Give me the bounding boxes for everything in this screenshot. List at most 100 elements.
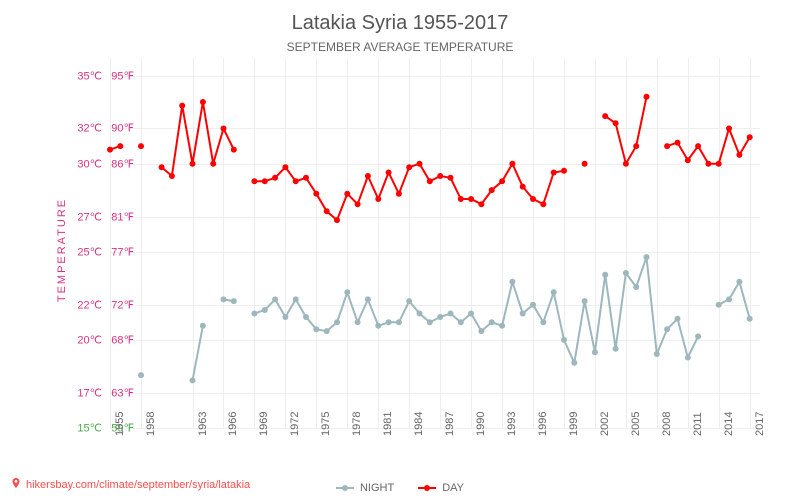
y-tick-celsius: 32℃ [77,122,102,135]
night-marker [406,298,412,304]
x-tick: 1955 [114,412,126,436]
day-marker [499,178,505,184]
day-marker [685,157,691,163]
day-marker [190,161,196,167]
day-marker [231,147,237,153]
legend: NIGHT DAY [336,482,464,494]
night-marker [458,319,464,325]
day-line [605,97,646,164]
day-marker [251,178,257,184]
night-marker [478,328,484,334]
legend-label-night: NIGHT [360,482,394,494]
day-marker [747,134,753,140]
x-tick: 2011 [692,412,704,436]
day-marker [530,196,536,202]
x-tick: 1966 [227,412,239,436]
y-tick-fahrenheit: 90℉ [111,122,134,135]
y-tick-celsius: 27℃ [77,210,102,223]
day-marker [344,191,350,197]
y-tick-fahrenheit: 81℉ [111,210,134,223]
y-tick-celsius: 25℃ [77,245,102,258]
day-marker [169,173,175,179]
night-marker [571,360,577,366]
night-marker [231,298,237,304]
night-marker [190,377,196,383]
night-marker [221,296,227,302]
day-marker [623,161,629,167]
night-marker [200,323,206,329]
night-marker [623,270,629,276]
day-marker [200,99,206,105]
day-marker [293,178,299,184]
night-marker [613,346,619,352]
y-tick-celsius: 22℃ [77,298,102,311]
day-marker [406,164,412,170]
day-marker [695,143,701,149]
x-tick: 2017 [754,412,766,436]
day-marker [437,173,443,179]
x-tick: 1996 [537,412,549,436]
night-marker [561,337,567,343]
day-marker [478,201,484,207]
day-marker [262,178,268,184]
night-marker [499,323,505,329]
night-marker [365,296,371,302]
chart-subtitle: SEPTEMBER AVERAGE TEMPERATURE [287,40,514,54]
night-marker [251,311,257,317]
night-marker [592,349,598,355]
night-line [193,326,203,381]
night-marker [551,289,557,295]
x-tick: 1981 [382,412,394,436]
legend-item-day: DAY [418,482,464,494]
night-marker [509,279,515,285]
chart-container: Latakia Syria 1955-2017 SEPTEMBER AVERAG… [0,0,800,500]
day-marker [365,173,371,179]
night-marker [344,289,350,295]
day-marker [179,103,185,109]
night-marker [417,311,423,317]
night-marker [685,355,691,361]
day-marker [726,126,732,132]
day-line [667,129,750,164]
plot-area [110,58,760,428]
day-marker [458,196,464,202]
x-tick: 2005 [630,412,642,436]
night-marker [324,328,330,334]
night-marker [293,296,299,302]
day-marker [551,170,557,176]
night-marker [726,296,732,302]
x-tick: 1990 [475,412,487,436]
x-tick: 2014 [723,412,735,436]
day-marker [664,143,670,149]
day-line [162,102,234,176]
day-marker [675,140,681,146]
night-marker [262,307,268,313]
attribution-text: hikersbay.com/climate/september/syria/la… [26,479,250,491]
day-marker [468,196,474,202]
night-marker [396,319,402,325]
day-marker [396,191,402,197]
day-marker [355,201,361,207]
day-marker [117,143,123,149]
day-marker [138,143,144,149]
x-tick: 2008 [661,412,673,436]
night-marker [334,319,340,325]
night-marker [303,314,309,320]
night-marker [355,319,361,325]
day-marker [716,161,722,167]
day-marker [582,161,588,167]
night-marker [272,296,278,302]
x-tick: 1958 [145,412,157,436]
x-tick: 1963 [197,412,209,436]
night-marker [716,302,722,308]
day-marker [602,113,608,119]
chart-title: Latakia Syria 1955-2017 [292,12,509,35]
day-marker [561,168,567,174]
day-marker [644,94,650,100]
day-marker [313,191,319,197]
night-marker [540,319,546,325]
series-svg [110,58,760,428]
night-marker [427,319,433,325]
x-tick: 1993 [506,412,518,436]
y-tick-fahrenheit: 72℉ [111,298,134,311]
